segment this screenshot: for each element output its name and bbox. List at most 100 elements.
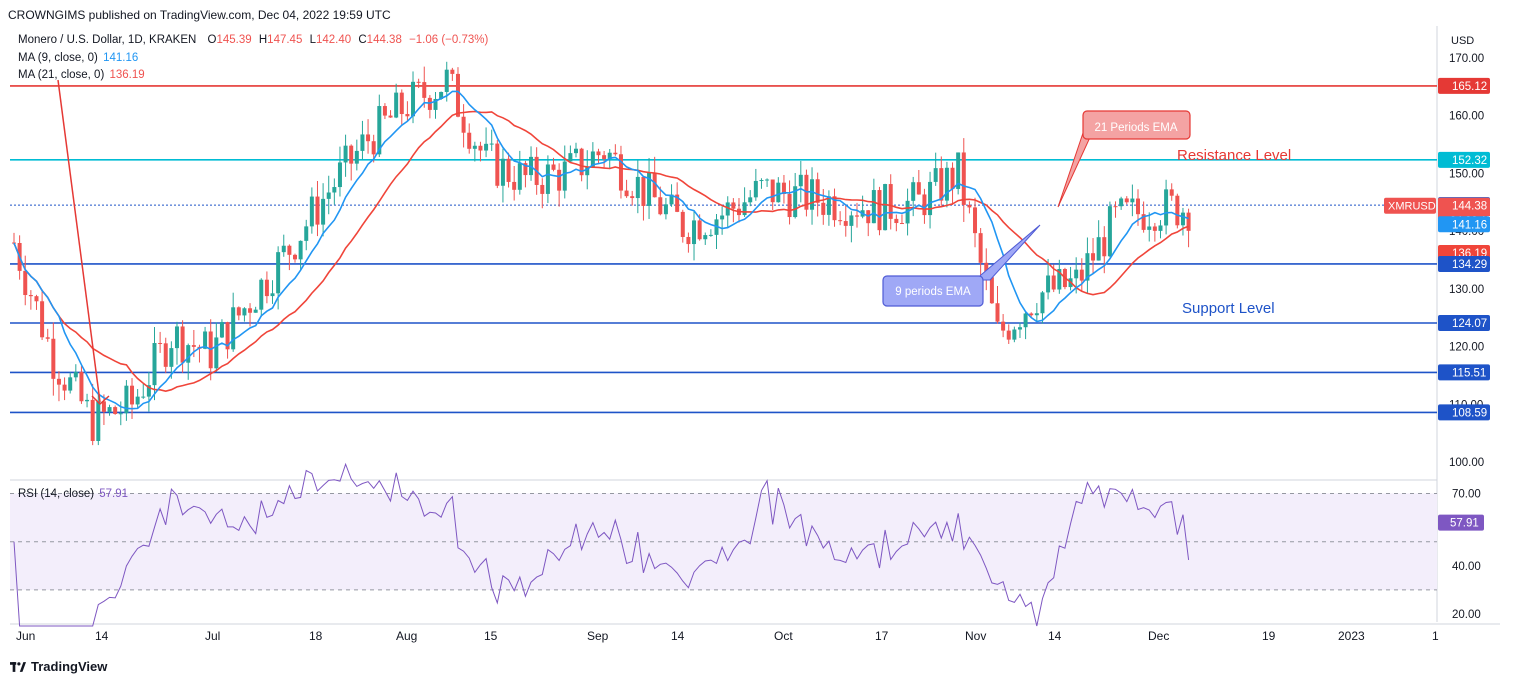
candle-body xyxy=(62,384,67,391)
candle-body xyxy=(377,106,382,155)
ma9-legend: MA (9, close, 0) 141.16 xyxy=(18,52,138,64)
tradingview-logo[interactable]: TradingView xyxy=(10,659,107,674)
candle-body xyxy=(135,396,140,405)
candle-body xyxy=(1107,206,1112,257)
candle-body xyxy=(708,234,713,236)
candle-body xyxy=(439,91,444,99)
candle-body xyxy=(309,196,314,227)
ema9-callout xyxy=(882,275,984,307)
candle-body xyxy=(1057,268,1062,290)
y-tick-label: 100.00 xyxy=(1449,457,1484,469)
ohlc-high: 147.45 xyxy=(267,34,303,46)
candle-body xyxy=(517,163,522,190)
candle-body xyxy=(765,179,770,181)
candle-body xyxy=(411,81,416,117)
candle-body xyxy=(1096,237,1101,261)
ohlc-open: 145.39 xyxy=(216,34,252,46)
candle-body xyxy=(107,407,112,412)
candle-body xyxy=(472,145,477,149)
ohlc-low-label: L xyxy=(309,34,316,46)
tag-165-label: 165.12 xyxy=(1452,81,1487,93)
candle-body xyxy=(40,301,45,338)
candle-body xyxy=(500,158,505,186)
candle-body xyxy=(832,196,837,221)
candle-body xyxy=(686,236,691,245)
candle-body xyxy=(214,337,219,369)
tag-ma9-label: 141.16 xyxy=(1452,219,1487,231)
candle-body xyxy=(478,145,483,151)
tag-rsi-label: 57.91 xyxy=(1450,518,1479,530)
candle-body xyxy=(1124,198,1129,203)
candle-body xyxy=(1001,321,1006,331)
tag-rsi xyxy=(1438,514,1484,531)
candle-body xyxy=(512,181,517,190)
candle-body xyxy=(28,295,33,297)
ma9-line xyxy=(13,90,1189,410)
rsi-value: 57.91 xyxy=(99,488,129,500)
ohlc-high-label: H xyxy=(258,34,268,46)
candle-body xyxy=(1079,269,1084,281)
candle-body xyxy=(798,174,803,187)
candle-body xyxy=(1186,212,1191,231)
candle-body xyxy=(349,145,354,164)
tag-124-label: 124.07 xyxy=(1452,318,1487,330)
candle-body xyxy=(635,176,640,199)
candle-body xyxy=(141,396,146,398)
tradingview-logo-icon xyxy=(10,661,26,672)
candle-body xyxy=(287,245,292,255)
candle-body xyxy=(922,194,927,216)
candle-body xyxy=(944,167,949,201)
candle-body xyxy=(225,322,230,350)
candle-body xyxy=(1152,226,1157,231)
candle-body xyxy=(899,223,904,225)
candle-body xyxy=(579,148,584,176)
candle-body xyxy=(989,277,994,304)
candle-body xyxy=(450,69,455,74)
candle-body xyxy=(1136,198,1140,215)
candle-body xyxy=(495,143,500,186)
candle-body xyxy=(742,202,747,216)
x-tick-label: 1 xyxy=(1432,629,1439,643)
candle-body xyxy=(399,92,404,115)
ema21-callout-label: 21 Periods EMA xyxy=(1094,122,1177,134)
y-tick-label: 160.00 xyxy=(1449,111,1484,123)
candle-body xyxy=(950,167,955,189)
candle-body xyxy=(663,204,668,215)
ohlc-open-label: O xyxy=(207,34,217,46)
ohlc-change: −1.06 (−0.73%) xyxy=(409,34,489,46)
candle-body xyxy=(692,220,697,245)
candle-body xyxy=(467,132,472,149)
candle-body xyxy=(264,279,269,297)
tag-134-label: 134.29 xyxy=(1452,259,1487,271)
candle-body xyxy=(911,182,916,201)
candle-body xyxy=(815,179,820,203)
candle-body xyxy=(725,202,730,216)
candle-body xyxy=(315,196,320,225)
tag-134 xyxy=(1438,255,1490,272)
candle-body xyxy=(877,190,882,231)
ema9-callout-label: 9 periods EMA xyxy=(895,286,971,298)
candle-body xyxy=(382,106,387,116)
candle-body xyxy=(995,303,1000,322)
candle-body xyxy=(838,220,843,222)
candle-body xyxy=(343,145,348,163)
candle-body xyxy=(562,161,567,191)
candle-body xyxy=(371,141,376,155)
ohlc-low: 142.40 xyxy=(315,34,352,46)
candle-body xyxy=(630,196,635,199)
candle-body xyxy=(961,152,966,205)
candle-body xyxy=(596,151,601,156)
candle-body xyxy=(978,233,983,263)
candle-body xyxy=(675,194,680,212)
candle-body xyxy=(321,198,326,225)
candle-body xyxy=(101,401,106,412)
candle-body xyxy=(276,252,281,294)
candle-body xyxy=(748,197,753,203)
candle-body xyxy=(124,385,129,414)
currency-label: USD xyxy=(1451,35,1474,47)
candle-body xyxy=(787,194,792,218)
candle-body xyxy=(1034,313,1039,316)
candle-body xyxy=(624,190,629,197)
candle-body xyxy=(56,378,61,385)
